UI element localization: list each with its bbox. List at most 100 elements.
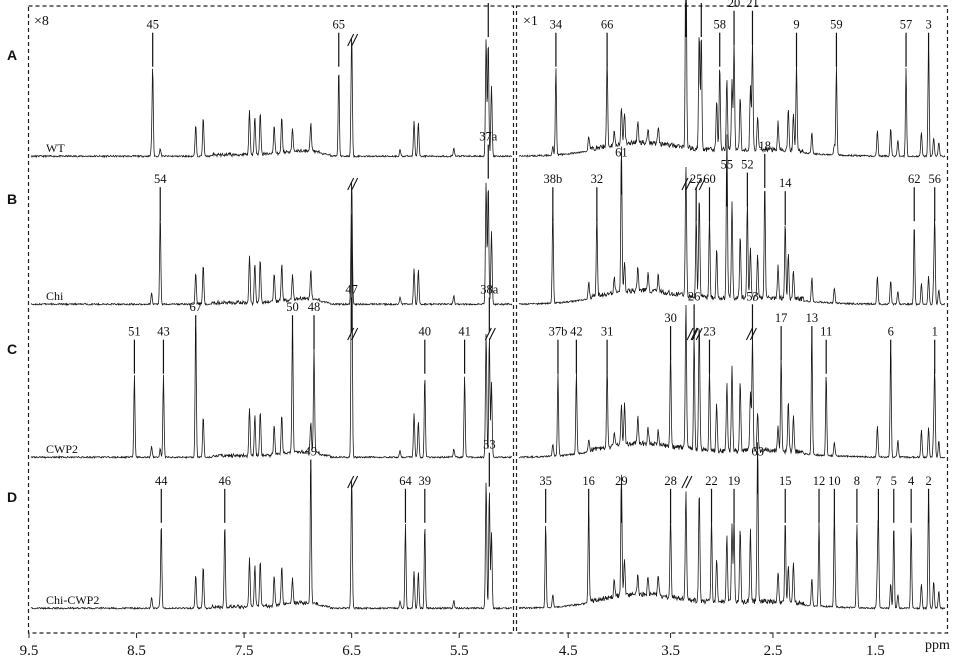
peak-label-4: 4	[908, 474, 915, 488]
peak-label-6: 6	[888, 325, 894, 339]
peak-label-53: 53	[746, 289, 759, 303]
peak-label-37b: 37b	[549, 325, 568, 339]
axis-break-stroke	[686, 327, 694, 341]
x-tick-label: 5.5	[450, 643, 469, 659]
peak-label-5: 5	[891, 474, 897, 488]
peak-label-52: 52	[741, 158, 754, 172]
peak-label-44: 44	[155, 474, 168, 488]
peak-label-65: 65	[333, 18, 346, 32]
peak-label-20: 20	[728, 0, 741, 10]
axis-break-marker	[681, 177, 693, 191]
peak-label-43: 43	[157, 325, 170, 339]
peak-label-22: 22	[705, 474, 718, 488]
x-tick-label: 7.5	[235, 643, 254, 659]
sample-label-wt: WT	[46, 141, 65, 155]
panel-label-a[interactable]: A	[7, 47, 17, 63]
peak-label-12: 12	[813, 474, 826, 488]
peak-label-67: 67	[189, 300, 202, 314]
axis-break-marker	[347, 327, 359, 341]
axis-break-stroke	[347, 327, 355, 341]
peak-label-38b: 38b	[543, 172, 562, 186]
axis-break-stroke	[690, 327, 698, 341]
axis-break-stroke	[698, 177, 706, 191]
axis-break-marker	[347, 177, 359, 191]
peak-label-14: 14	[779, 176, 792, 190]
peak-label-37a: 37a	[479, 130, 498, 144]
x-tick-label: 3.5	[661, 643, 680, 659]
sample-label-chi: Chi	[46, 289, 64, 303]
axis-break-stroke	[347, 33, 355, 47]
axis-break-stroke	[351, 33, 359, 47]
axis-break-marker	[484, 327, 496, 341]
peak-label-38a: 38a	[480, 283, 499, 297]
peak-label-1: 1	[932, 325, 938, 339]
peak-label-33: 33	[483, 438, 496, 452]
peak-label-51: 51	[128, 325, 141, 339]
peak-label-35: 35	[539, 474, 552, 488]
peak-label-54: 54	[154, 172, 167, 186]
peak-label-49: 49	[305, 445, 318, 459]
peak-label-59: 59	[830, 18, 843, 32]
peak-label-39: 39	[419, 474, 432, 488]
axis-break-stroke	[347, 475, 355, 489]
axis-break-marker	[686, 327, 698, 341]
peak-label-32: 32	[591, 172, 604, 186]
peak-label-24: 24	[695, 0, 708, 2]
frame-aliphatic-region	[515, 5, 949, 634]
panel-label-d[interactable]: D	[7, 489, 17, 505]
axis-break-stroke	[484, 327, 492, 341]
peak-label-60: 60	[703, 172, 716, 186]
peak-label-2: 2	[925, 474, 931, 488]
peak-label-17: 17	[775, 311, 788, 325]
peak-label-56: 56	[928, 172, 941, 186]
x-tick-label: 4.5	[559, 643, 578, 659]
axis-break-marker	[681, 475, 693, 489]
peak-label-29: 29	[615, 474, 628, 488]
peak-label-8: 8	[854, 474, 860, 488]
axis-break-stroke	[351, 177, 359, 191]
axis-break-stroke	[685, 177, 693, 191]
axis-break-stroke	[695, 327, 703, 341]
panel-label-c[interactable]: C	[7, 341, 17, 357]
x-tick-label: 9.5	[20, 643, 39, 659]
axis-break-stroke	[681, 475, 689, 489]
peak-label-9: 9	[793, 18, 799, 32]
axis-break-stroke	[691, 327, 699, 341]
spectrum-cwp2	[30, 213, 946, 460]
sample-label-cwp2: CWP2	[46, 442, 78, 456]
peak-label-66: 66	[601, 18, 614, 32]
peak-label-62: 62	[908, 172, 921, 186]
peak-label-63: 63	[751, 445, 764, 459]
peak-label-50: 50	[286, 300, 299, 314]
scale-label-right: ×1	[523, 14, 538, 29]
peak-label-36: 36	[482, 0, 495, 2]
axis-break-marker	[694, 177, 706, 191]
spectrum-chi-cwp2	[30, 442, 946, 611]
peak-label-64: 64	[399, 474, 412, 488]
peak-label-55: 55	[721, 158, 734, 172]
axis-break-stroke	[347, 177, 355, 191]
peak-label-10: 10	[828, 474, 841, 488]
peak-label-13: 13	[806, 311, 819, 325]
axis-break-marker	[347, 475, 359, 489]
spectrum-chi	[30, 134, 946, 307]
peak-label-7: 7	[875, 474, 881, 488]
peak-label-19: 19	[728, 474, 741, 488]
peak-label-41: 41	[458, 325, 471, 339]
peak-label-11: 11	[820, 325, 832, 339]
x-tick-label: 1.5	[866, 643, 885, 659]
peak-label-61: 61	[615, 146, 628, 160]
peak-label-3: 3	[925, 18, 931, 32]
peak-label-45: 45	[146, 18, 159, 32]
peak-label-31: 31	[601, 325, 614, 339]
axis-break-marker	[745, 327, 757, 341]
peak-label-18: 18	[759, 139, 772, 153]
axis-break-stroke	[749, 327, 757, 341]
frame-aromatic-region	[27, 5, 515, 634]
panel-label-b[interactable]: B	[7, 191, 17, 207]
axis-break-stroke	[351, 475, 359, 489]
peak-label-15: 15	[779, 474, 792, 488]
peak-label-23: 23	[703, 325, 716, 339]
peak-label-28: 28	[664, 474, 677, 488]
